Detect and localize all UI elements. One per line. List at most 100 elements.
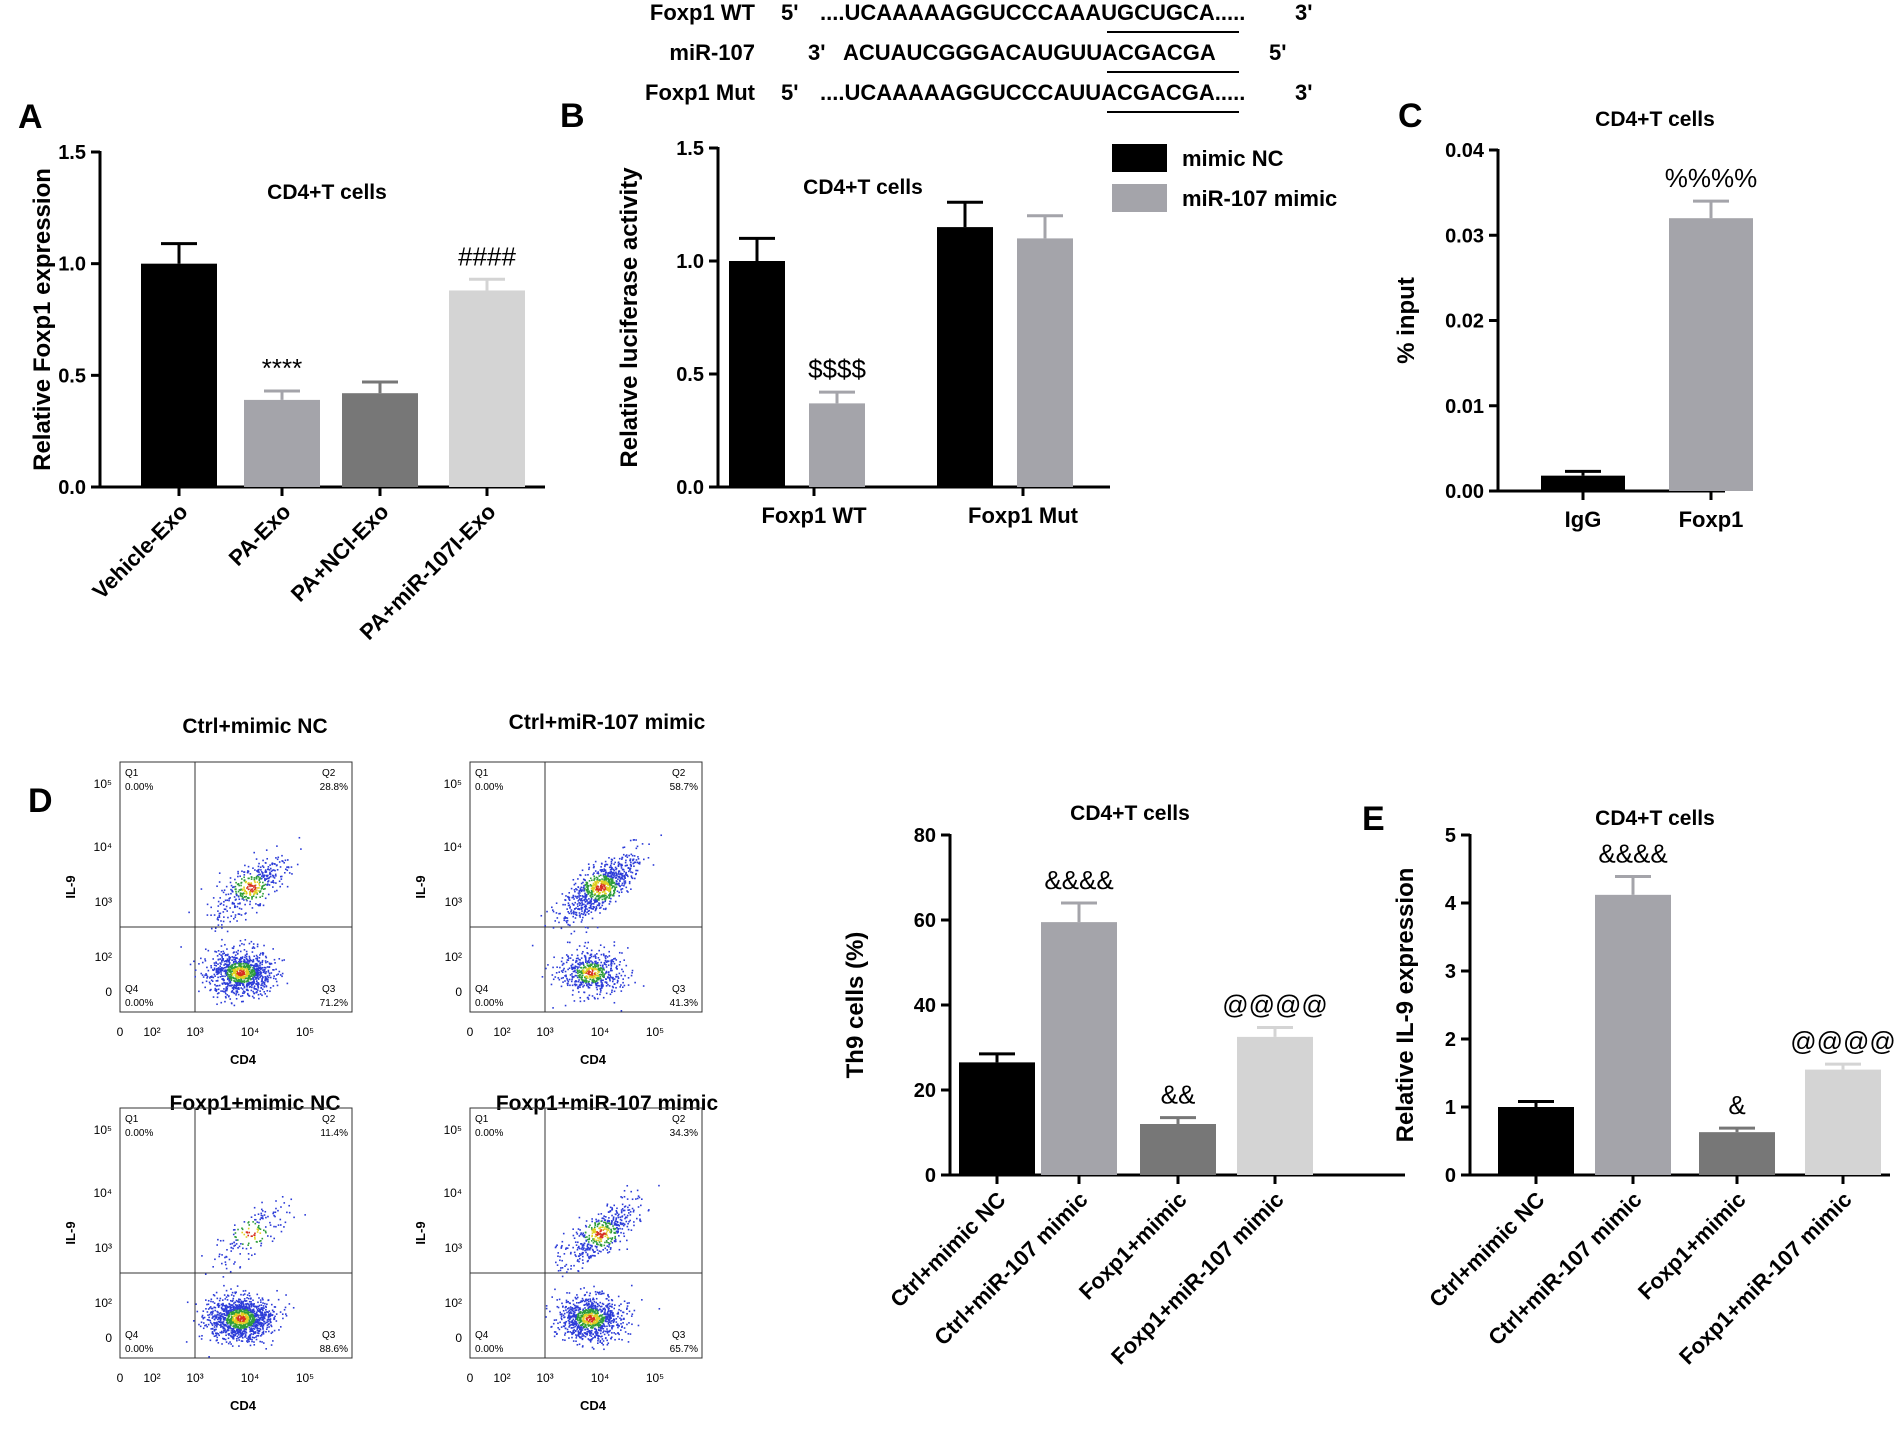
flow-cell-dot bbox=[593, 1251, 596, 1253]
flow-cell-dot bbox=[566, 908, 568, 910]
flow-cell-dot bbox=[235, 994, 237, 996]
flow-cell-dot bbox=[251, 968, 254, 971]
flow-cell-dot bbox=[252, 958, 255, 961]
flow-cell-dot bbox=[604, 898, 607, 900]
flow-cell-dot bbox=[271, 1331, 274, 1333]
flow-cell-dot bbox=[576, 897, 578, 899]
flow-cell-dot bbox=[248, 1314, 251, 1317]
flow-cell-dot bbox=[220, 1307, 223, 1310]
flow-cell-dot bbox=[237, 913, 240, 915]
flow-cell-dot bbox=[256, 1318, 259, 1321]
flow-cell-dot bbox=[247, 896, 249, 899]
flow-cell-dot bbox=[249, 966, 252, 969]
flow-cell-dot bbox=[612, 880, 614, 883]
flow-cell-dot bbox=[230, 964, 232, 967]
flow-cell-dot bbox=[233, 970, 235, 973]
flow-cell-dot bbox=[250, 1333, 253, 1335]
flow-cell-dot bbox=[229, 998, 232, 1000]
flow-cell-dot bbox=[564, 980, 566, 982]
flow-cell-dot bbox=[572, 967, 575, 970]
flow-cell-dot bbox=[214, 950, 216, 953]
flow-cell-dot bbox=[251, 951, 254, 953]
flow-cell-dot bbox=[235, 1325, 237, 1327]
flow-cell-dot bbox=[610, 893, 612, 896]
flow-cell-dot bbox=[628, 882, 631, 885]
flow-cell-dot bbox=[201, 981, 204, 984]
flow-cell-dot bbox=[232, 1233, 235, 1236]
flow-cell-dot bbox=[245, 973, 247, 975]
flow-cell-dot bbox=[243, 949, 246, 951]
flow-cell-dot bbox=[580, 889, 582, 892]
flow-cell-dot bbox=[219, 1319, 222, 1322]
flow-cell-dot bbox=[642, 985, 645, 987]
flow-cell-dot bbox=[218, 912, 221, 915]
flow-cell-dot bbox=[255, 1312, 257, 1315]
flow-cell-dot bbox=[258, 887, 260, 889]
flow-cell-dot bbox=[237, 1314, 239, 1317]
flow-cell-dot bbox=[628, 870, 630, 873]
flow-cell-dot bbox=[272, 985, 275, 987]
seq-underline-mut bbox=[1107, 111, 1239, 113]
flow-cell-dot bbox=[220, 1001, 223, 1004]
flow-cell-dot bbox=[266, 977, 268, 979]
flow-cell-dot bbox=[592, 903, 595, 905]
flow-cell-dot bbox=[620, 1211, 623, 1214]
flow-cell-dot bbox=[249, 978, 251, 980]
flow-cell-dot bbox=[225, 953, 227, 956]
flow-cell-dot bbox=[242, 983, 245, 985]
flow-cell-dot bbox=[585, 1225, 588, 1228]
flow-cell-dot bbox=[261, 976, 264, 978]
flow-cell-dot bbox=[237, 1228, 239, 1231]
flow-cell-dot bbox=[258, 1304, 261, 1307]
flow-cell-dot bbox=[628, 880, 631, 883]
flow-cell-dot bbox=[235, 1332, 238, 1335]
flow-cell-dot bbox=[212, 897, 215, 899]
flow-cell-dot bbox=[281, 1313, 284, 1316]
flow-cell-dot bbox=[573, 1264, 575, 1267]
flow-cell-dot bbox=[214, 975, 216, 977]
flow-cell-dot bbox=[617, 977, 620, 980]
flow-cell-dot bbox=[248, 1294, 251, 1297]
flow-cell-dot bbox=[240, 987, 242, 989]
flow-cell-dot bbox=[267, 1215, 269, 1218]
flow-cell-dot bbox=[279, 1218, 282, 1221]
flow-cell-dot bbox=[240, 908, 243, 910]
flow-cell-dot bbox=[592, 895, 594, 898]
flow-cell-dot bbox=[221, 1313, 224, 1315]
flow-cell-dot bbox=[228, 955, 230, 958]
flow-title-3: Foxp1+miR-107 mimic bbox=[496, 1092, 719, 1115]
flow-x-tick-1: 10² bbox=[493, 1025, 510, 1039]
flow-cell-dot bbox=[599, 993, 601, 996]
flow-y-tick-2: 10² bbox=[95, 1296, 112, 1310]
flow-cell-dot bbox=[597, 961, 599, 964]
flow-cell-dot bbox=[588, 866, 591, 869]
flow-cell-dot bbox=[240, 1323, 243, 1325]
flow-cell-dot bbox=[599, 964, 602, 967]
flow-cell-dot bbox=[262, 1315, 265, 1317]
flow-cell-dot bbox=[595, 895, 598, 897]
flow-cell-dot bbox=[571, 973, 573, 975]
flow-cell-dot bbox=[273, 1237, 276, 1240]
flow-cell-dot bbox=[574, 969, 576, 972]
flow-cell-dot bbox=[240, 1309, 243, 1312]
flow-cell-dot bbox=[227, 995, 230, 998]
bar-E-3 bbox=[1805, 1069, 1881, 1175]
flow-cell-dot bbox=[615, 882, 618, 885]
flow-cell-dot bbox=[255, 978, 257, 980]
flow-cell-dot bbox=[601, 985, 604, 988]
flow-cell-dot bbox=[591, 969, 594, 972]
flow-cell-dot bbox=[210, 965, 212, 967]
flow-cell-dot bbox=[265, 970, 267, 973]
flow-cell-dot bbox=[605, 875, 607, 878]
flow-cell-dot bbox=[269, 963, 271, 966]
flow-cell-dot bbox=[609, 871, 611, 874]
flow-cell-dot bbox=[257, 973, 259, 975]
flow-cell-dot bbox=[551, 909, 554, 911]
flow-cell-dot bbox=[236, 1326, 239, 1329]
flow-cell-dot bbox=[245, 961, 247, 964]
flow-cell-dot bbox=[607, 1229, 610, 1231]
flow-cell-dot bbox=[236, 1328, 238, 1330]
seq-prime-left-mir: 3' bbox=[808, 40, 826, 65]
flow-cell-dot bbox=[577, 899, 580, 902]
flow-cell-dot bbox=[590, 885, 593, 887]
